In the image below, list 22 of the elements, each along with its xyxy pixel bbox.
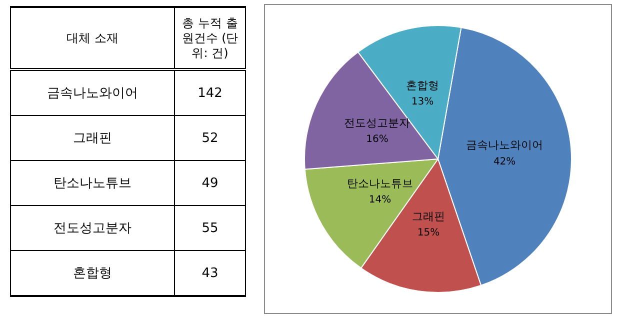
data-label: 42% (493, 156, 516, 168)
text: 전도성고분자 (10, 206, 174, 250)
data-label: 16% (366, 134, 388, 146)
data-label: 14% (368, 194, 392, 206)
slice-label: 혼합형 (406, 78, 440, 92)
text: 52 (174, 116, 246, 160)
slice-label: 전도성고분자 (344, 116, 410, 130)
text: 49 (174, 160, 246, 206)
text: 55 (174, 206, 246, 250)
slice-label: 탄소나노튜브 (346, 176, 413, 190)
text: 총 누적 출원건수 (단위: 건) (174, 7, 246, 70)
text: 금속나노와이어 (10, 70, 174, 116)
slice-label: 금속나노와이어 (466, 138, 544, 152)
text: 43 (174, 250, 246, 296)
text: 혼합형 (10, 250, 174, 296)
text: 그래핀 (10, 116, 174, 160)
text: 탄소나노튜브 (10, 160, 174, 206)
text: 142 (174, 70, 246, 116)
data-label: 15% (417, 228, 440, 239)
text: 대체 소재 (10, 7, 174, 70)
slice-label: 그래핀 (412, 210, 445, 223)
data-label: 13% (411, 96, 434, 108)
